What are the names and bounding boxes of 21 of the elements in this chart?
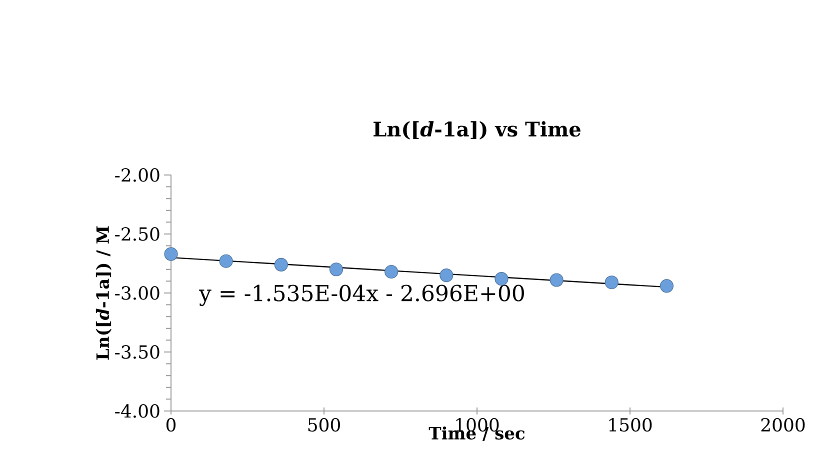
- x-tick-label: 500: [308, 418, 340, 432]
- x-tick-label: 0: [166, 418, 176, 432]
- y-axis-title: Ln([d-1a]) / M: [96, 226, 112, 360]
- y-tick-label: -2.50: [115, 227, 160, 241]
- chart-title: Ln([d-1a]) vs Time: [374, 121, 580, 140]
- y-tick-label: -3.00: [115, 286, 160, 300]
- point: [164, 247, 178, 261]
- point: [219, 254, 233, 268]
- point: [440, 268, 454, 282]
- x-tick-label: 1500: [609, 418, 652, 432]
- point: [550, 273, 564, 287]
- point: [274, 258, 288, 272]
- y-tick-label: -3.50: [115, 345, 160, 359]
- point: [384, 264, 398, 279]
- x-tick-label: 2000: [761, 418, 805, 432]
- point: [660, 279, 674, 293]
- point: [329, 262, 344, 276]
- y-tick-label: -4.00: [115, 404, 160, 418]
- annotation: y = -1.535E-04x - 2.696E+00: [198, 284, 524, 306]
- point: [604, 276, 618, 290]
- y-tick-label: -2.00: [115, 168, 160, 182]
